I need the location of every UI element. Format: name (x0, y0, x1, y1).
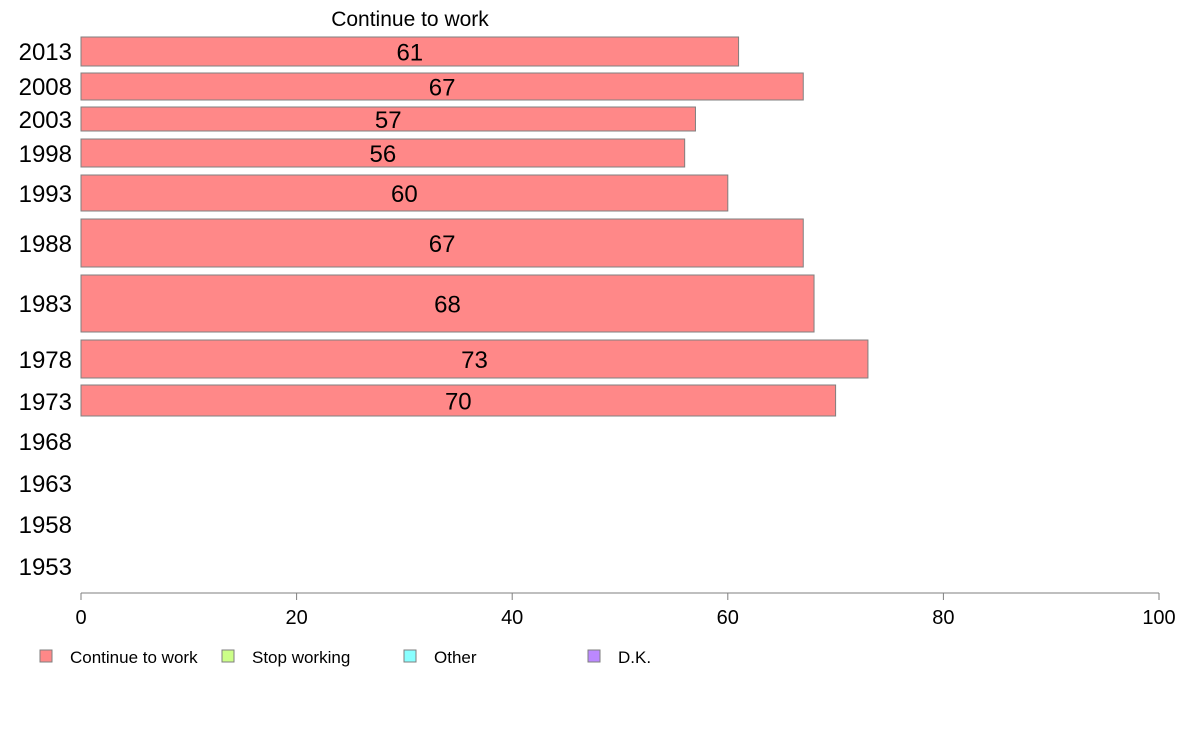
data-label-1988: 67 (429, 231, 456, 258)
y-axis-labels: 2013 2008 2003 1998 1993 1988 1983 1978 1973 1968… (19, 39, 72, 581)
y-tick-label-1968: 1968 (19, 429, 72, 456)
legend-swatch-2 (403, 649, 417, 663)
x-tick-label-20: 20 (285, 607, 307, 629)
y-tick-label-1963: 1963 (19, 471, 72, 498)
y-tick-label-1958: 1958 (19, 512, 72, 539)
bar-2008 (80, 72, 804, 101)
y-tick-label-1983: 1983 (19, 291, 72, 318)
data-label-2013: 61 (396, 40, 423, 67)
y-tick-label-1988: 1988 (19, 231, 72, 258)
y-tick-label-2013: 2013 (19, 39, 72, 66)
data-label-1993: 60 (391, 181, 418, 208)
data-label-2008: 67 (429, 75, 456, 102)
bar-1993 (80, 174, 729, 212)
legend: Continue to work Stop working Other D.K. (39, 648, 651, 667)
legend-swatch-0 (39, 649, 53, 663)
legend-label-2: Other (434, 648, 477, 667)
x-tick-label-60: 60 (717, 607, 739, 629)
data-label-2003: 57 (375, 107, 402, 134)
data-label-1998: 56 (369, 141, 396, 168)
y-tick-label-1973: 1973 (19, 389, 72, 416)
y-tick-label-2003: 2003 (19, 107, 72, 134)
y-tick-label-1978: 1978 (19, 347, 72, 374)
x-tick-label-40: 40 (501, 607, 523, 629)
data-label-1978: 73 (461, 347, 488, 374)
data-label-1973: 70 (445, 389, 472, 416)
chart-title: Continue to work (331, 8, 489, 31)
bar-1988 (80, 218, 804, 268)
bar-1973 (80, 384, 837, 417)
bar-2013 (80, 36, 740, 67)
bar-2003 (80, 106, 696, 132)
legend-label-3: D.K. (618, 648, 651, 667)
y-tick-label-1953: 1953 (19, 554, 72, 581)
x-tick-label-100: 100 (1142, 607, 1175, 629)
x-axis: 0 20 40 60 80 100 (75, 592, 1176, 629)
legend-swatch-1 (221, 649, 235, 663)
y-tick-label-1998: 1998 (19, 141, 72, 168)
legend-label-1: Stop working (252, 648, 350, 667)
legend-label-0: Continue to work (70, 648, 198, 667)
x-tick-label-0: 0 (75, 607, 86, 629)
x-tick-label-80: 80 (932, 607, 954, 629)
bar-1998 (80, 138, 686, 168)
data-label-1983: 68 (434, 292, 461, 319)
bar-1978 (80, 339, 869, 379)
y-tick-label-2008: 2008 (19, 74, 72, 101)
bar-1983 (80, 274, 815, 333)
y-tick-label-1993: 1993 (19, 181, 72, 208)
legend-swatch-3 (587, 649, 601, 663)
